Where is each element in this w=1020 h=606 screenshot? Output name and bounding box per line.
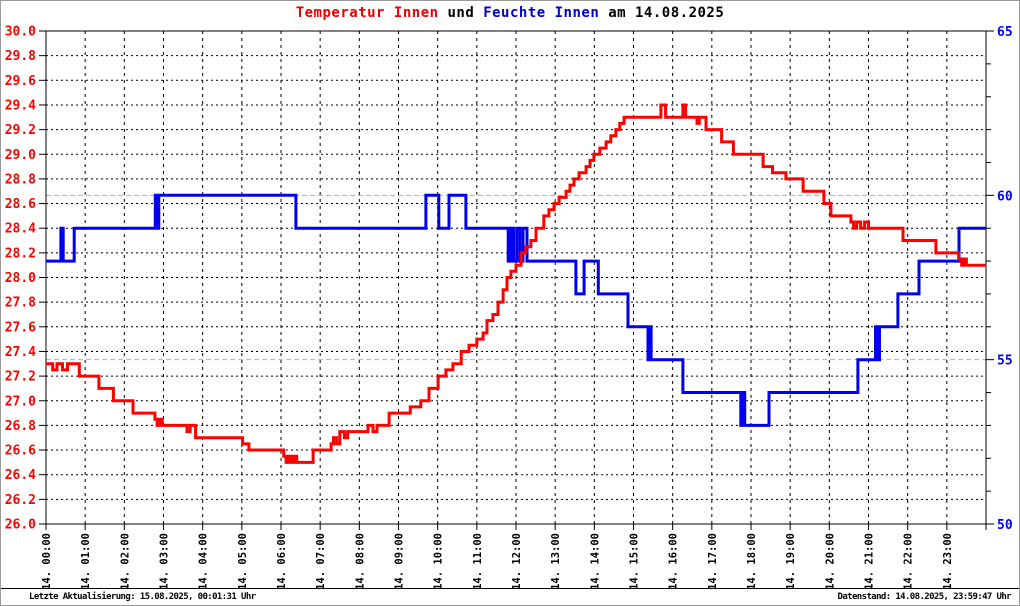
temperature-line (46, 103, 986, 464)
y-left-tick-label: 27.0 (5, 394, 36, 409)
y-left-tick-label: 28.4 (5, 222, 36, 237)
y-left-tick-label: 28.6 (5, 197, 36, 212)
y-left-tick-label: 27.4 (5, 345, 36, 360)
y-left-tick-label: 29.2 (5, 123, 36, 138)
y-left-tick-label: 26.4 (5, 468, 36, 483)
y-left-tick-label: 26.0 (5, 518, 36, 533)
x-tick-label: 14. 15:00 (629, 533, 641, 589)
y-right-tick-label: 50 (997, 518, 1013, 533)
x-tick-label: 14. 04:00 (198, 533, 210, 589)
x-tick-label: 14. 16:00 (668, 533, 680, 589)
y-left-tick-label: 29.4 (5, 98, 36, 113)
x-tick-label: 14. 19:00 (785, 533, 797, 589)
x-tick-label: 14. 02:00 (119, 533, 131, 589)
y-left-tick-label: 26.6 (5, 444, 36, 459)
x-tick-label: 14. 08:00 (354, 533, 366, 589)
y-left-tick-label: 27.8 (5, 296, 36, 311)
y-left-tick-label: 28.8 (5, 172, 36, 187)
y-left-tick-label: 28.0 (5, 271, 36, 286)
y-left-tick-label: 27.2 (5, 370, 36, 385)
x-tick-label: 14. 13:00 (550, 533, 562, 589)
y-left-tick-label: 29.8 (5, 49, 36, 64)
y-right-tick-label: 60 (997, 189, 1013, 204)
data-state-text: Datenstand: 14.08.2025, 23:59:47 Uhr (837, 592, 1012, 602)
last-update-text: Letzte Aktualisierung: 15.08.2025, 00:01… (29, 592, 256, 602)
x-tick-label: 14. 21:00 (864, 533, 876, 589)
x-tick-label: 14. 17:00 (707, 533, 719, 589)
x-tick-label: 14. 00:00 (41, 533, 53, 589)
x-tick-label: 14. 11:00 (472, 533, 484, 589)
y-left-tick-label: 29.6 (5, 74, 36, 89)
title-part: und (438, 5, 484, 21)
y-right-tick-label: 55 (997, 354, 1013, 369)
x-tick-label: 14. 06:00 (276, 533, 288, 589)
y-right-tick-label: 65 (997, 25, 1013, 40)
x-tick-label: 14. 22:00 (903, 533, 915, 589)
title-part: am 14.08.2025 (599, 5, 725, 21)
status-bar: Letzte Aktualisierung: 15.08.2025, 00:01… (1, 588, 1019, 605)
title-part: Feuchte Innen (483, 5, 600, 21)
chart-title: Temperatur Innen und Feuchte Innen am 14… (1, 5, 1019, 21)
x-tick-label: 14. 20:00 (824, 533, 836, 589)
x-tick-label: 14. 07:00 (315, 533, 327, 589)
y-left-tick-label: 27.6 (5, 320, 36, 335)
x-tick-label: 14. 23:00 (942, 533, 954, 589)
x-tick-label: 14. 10:00 (433, 533, 445, 589)
chart-canvas: 30.0 29.8 29.6 29.4 29.2 29.0 28.8 28.6 28.4 28.2… (5, 25, 1013, 590)
y-left-tick-label: 28.2 (5, 246, 36, 261)
y-left-tick-label: 30.0 (5, 25, 36, 40)
humidity-line (46, 193, 986, 427)
x-tick-label: 14. 05:00 (237, 533, 249, 589)
x-tick-label: 14. 09:00 (394, 533, 406, 589)
x-tick-label: 14. 14:00 (589, 533, 601, 589)
x-tick-label: 14. 12:00 (511, 533, 523, 589)
x-tick-label: 14. 01:00 (80, 533, 92, 589)
title-part: Temperatur Innen (295, 5, 439, 21)
x-tick-label: 14. 18:00 (746, 533, 758, 589)
x-tick-label: 14. 03:00 (159, 533, 171, 589)
y-left-tick-label: 26.2 (5, 493, 36, 508)
y-left-tick-label: 26.8 (5, 419, 36, 434)
y-left-tick-label: 29.0 (5, 148, 36, 163)
